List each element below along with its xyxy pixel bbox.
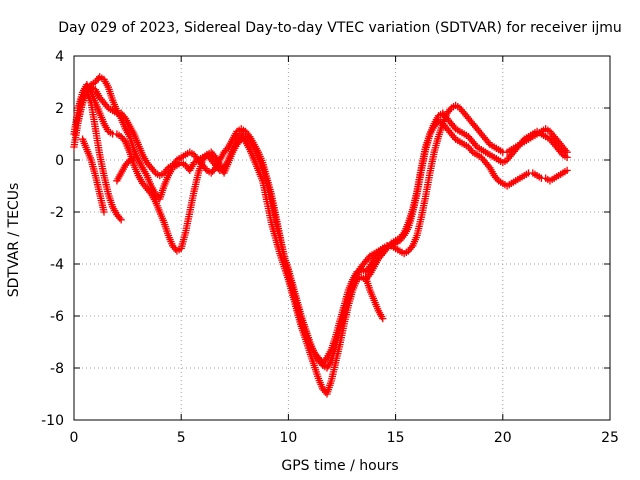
track-3-marker [563, 148, 571, 156]
y-tick-label: -2 [50, 205, 64, 221]
y-tick-label: 0 [55, 153, 64, 169]
x-tick-label: 0 [70, 430, 79, 446]
y-tick-label: -8 [50, 361, 64, 377]
track-4-marker [117, 216, 125, 224]
track-1-marker [563, 166, 571, 175]
x-tick-label: 20 [494, 430, 512, 446]
track-5-marker [100, 208, 108, 216]
x-tick-label: 25 [601, 430, 619, 446]
x-tick-label: 10 [279, 430, 297, 446]
y-tick-label: -10 [41, 413, 64, 429]
y-axis-label: SDTVAR / TECUs [6, 183, 22, 298]
x-axis-label: GPS time / hours [281, 458, 398, 474]
plot-frame [73, 55, 611, 421]
y-tick-label: -4 [50, 257, 64, 273]
x-tick-label: 15 [387, 430, 405, 446]
y-tick-label: 2 [55, 101, 64, 117]
track-6-marker [379, 314, 387, 323]
data-marks [70, 73, 571, 398]
chart-title: Day 029 of 2023, Sidereal Day-to-day VTE… [58, 20, 622, 36]
axes: 0 5 10 15 20 25 -10 -8 -6 -4 -2 0 2 4 [41, 49, 619, 446]
y-tick-label: -6 [50, 309, 64, 325]
x-tick-label: 5 [177, 430, 186, 446]
y-tick-label: 4 [55, 49, 64, 65]
grid [74, 56, 610, 420]
track-7-marker [130, 153, 138, 162]
